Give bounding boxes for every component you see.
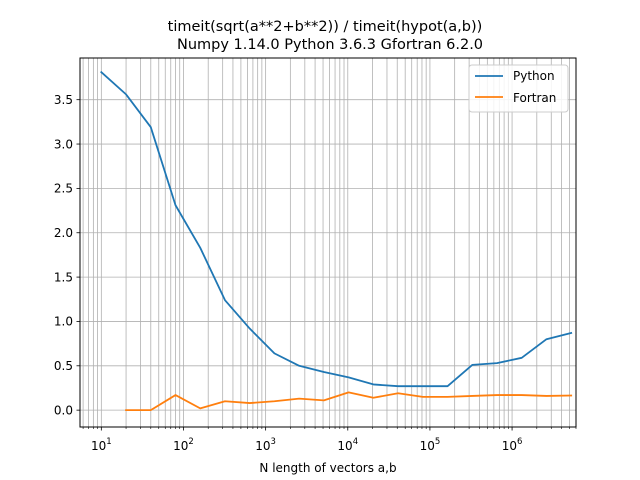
x-tick-label: 105 bbox=[420, 437, 441, 453]
y-tick-label: 0.0 bbox=[54, 403, 73, 417]
x-tick-label: 101 bbox=[91, 437, 112, 453]
axis-ticks: 0.0 0.5 1.0 1.5 2.0 2.5 3.0 3.5 101 102 103 104 105 1… bbox=[54, 93, 577, 453]
series-line-fortran bbox=[125, 391, 573, 412]
y-tick-label: 1.0 bbox=[54, 315, 73, 329]
plot-series bbox=[100, 70, 573, 412]
x-tick-label: 106 bbox=[502, 437, 523, 453]
chart-subtitle: Numpy 1.14.0 Python 3.6.3 Gfortran 6.2.0 bbox=[177, 37, 483, 53]
y-tick-label: 3.5 bbox=[54, 93, 73, 107]
y-tick-label: 3.0 bbox=[54, 137, 73, 151]
series-line-python bbox=[100, 70, 573, 388]
legend-label-python: Python bbox=[513, 69, 555, 83]
x-tick-label: 104 bbox=[337, 437, 358, 453]
y-tick-label: 2.0 bbox=[54, 226, 73, 240]
legend: Python Fortran bbox=[468, 64, 569, 113]
x-tick-label: 103 bbox=[255, 437, 276, 453]
y-tick-label: 0.5 bbox=[54, 359, 73, 373]
x-axis-label: N length of vectors a,b bbox=[259, 461, 396, 475]
chart-title: timeit(sqrt(a**2+b**2)) / timeit(hypot(a… bbox=[168, 19, 483, 35]
grid bbox=[80, 58, 577, 427]
y-tick-label: 2.5 bbox=[54, 182, 73, 196]
y-tick-label: 1.5 bbox=[54, 270, 73, 284]
legend-label-fortran: Fortran bbox=[513, 91, 556, 105]
plot-frame bbox=[79, 57, 577, 428]
x-tick-label: 102 bbox=[173, 437, 194, 453]
